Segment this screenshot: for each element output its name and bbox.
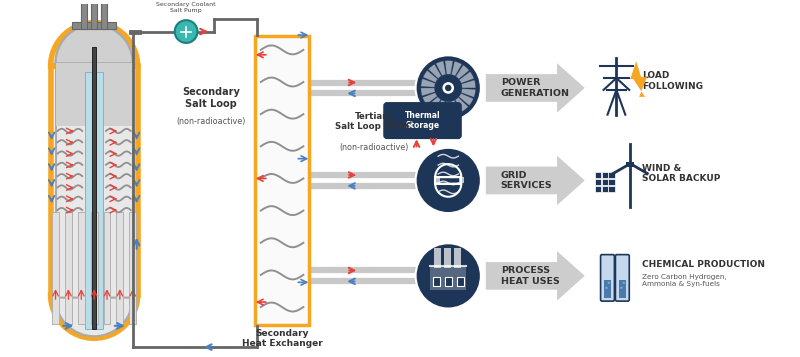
Bar [602, 172, 608, 178]
Circle shape [416, 148, 481, 213]
Polygon shape [486, 251, 585, 301]
Text: (non-radioactive): (non-radioactive) [339, 143, 409, 152]
Bar [91, 0, 97, 29]
Bar [65, 212, 72, 324]
Text: WIND &
SOLAR BACKUP: WIND & SOLAR BACKUP [642, 164, 721, 183]
Wedge shape [50, 22, 138, 66]
Bar [594, 179, 601, 185]
Wedge shape [421, 88, 435, 96]
FancyBboxPatch shape [384, 103, 461, 139]
Bar [609, 172, 614, 178]
Bar [445, 277, 452, 286]
Text: POWER
GENERATION: POWER GENERATION [501, 78, 570, 98]
Circle shape [622, 282, 625, 284]
Circle shape [442, 81, 454, 95]
Bar [626, 162, 634, 167]
Wedge shape [434, 100, 445, 115]
Text: Thermal
Storage: Thermal Storage [405, 111, 440, 130]
Bar [72, 22, 116, 29]
Wedge shape [443, 101, 451, 115]
Bar [430, 266, 466, 290]
Bar [90, 212, 98, 324]
Wedge shape [423, 70, 438, 82]
Polygon shape [630, 61, 647, 97]
Bar [116, 212, 123, 324]
Wedge shape [456, 65, 470, 79]
Bar [130, 212, 136, 324]
Text: Tertiary
Salt Loop 585°C: Tertiary Salt Loop 585°C [335, 112, 413, 131]
Wedge shape [451, 61, 462, 76]
Bar [82, 0, 87, 29]
Bar [609, 186, 614, 192]
Bar [594, 186, 601, 192]
Wedge shape [450, 100, 461, 115]
Bar [102, 0, 106, 29]
Bar [594, 172, 601, 178]
Wedge shape [427, 97, 441, 111]
Bar [444, 248, 451, 268]
Bar [103, 212, 110, 324]
Wedge shape [428, 64, 442, 79]
Bar [55, 63, 133, 298]
Wedge shape [455, 97, 468, 112]
Circle shape [445, 85, 451, 91]
Wedge shape [55, 298, 133, 336]
Text: Secondary Coolant
Salt Pump: Secondary Coolant Salt Pump [156, 2, 216, 13]
Bar [434, 248, 442, 268]
Bar [618, 280, 626, 298]
Bar [602, 179, 608, 185]
Wedge shape [459, 71, 474, 83]
Text: Secondary
Heat Exchanger: Secondary Heat Exchanger [242, 328, 322, 348]
Bar [433, 277, 440, 286]
Bar [52, 212, 59, 324]
Bar [96, 72, 103, 329]
FancyBboxPatch shape [601, 255, 614, 301]
Wedge shape [55, 25, 133, 63]
Wedge shape [461, 89, 476, 97]
Text: GRID
SERVICES: GRID SERVICES [501, 171, 552, 190]
Bar [435, 177, 462, 184]
FancyBboxPatch shape [615, 255, 630, 301]
Text: LOAD
FOLLOWING: LOAD FOLLOWING [642, 71, 703, 91]
Wedge shape [458, 93, 474, 106]
Bar [92, 47, 96, 329]
Bar [604, 280, 611, 298]
Bar [435, 177, 440, 183]
Polygon shape [486, 63, 585, 113]
Circle shape [620, 287, 622, 289]
Wedge shape [436, 61, 446, 76]
Bar [78, 212, 85, 324]
Bar [255, 36, 310, 325]
Circle shape [174, 20, 198, 43]
Circle shape [416, 243, 481, 308]
Text: (non-radioactive): (non-radioactive) [176, 117, 246, 126]
Wedge shape [55, 25, 133, 63]
Text: CHEMICAL PRODUCTION: CHEMICAL PRODUCTION [642, 260, 765, 268]
Wedge shape [462, 80, 476, 88]
Text: Zero Carbon Hydrogen,
Ammonia & Syn-fuels: Zero Carbon Hydrogen, Ammonia & Syn-fuel… [642, 274, 726, 287]
Wedge shape [445, 61, 453, 75]
Bar [50, 66, 138, 295]
Bar [55, 63, 133, 126]
Circle shape [606, 287, 608, 289]
Bar [459, 177, 464, 183]
Bar [609, 179, 614, 185]
Circle shape [416, 55, 481, 121]
Text: Secondary
Salt Loop: Secondary Salt Loop [182, 87, 240, 109]
Text: PROCESS
HEAT USES: PROCESS HEAT USES [501, 266, 559, 286]
Wedge shape [50, 295, 138, 338]
Bar [454, 248, 461, 268]
Wedge shape [421, 79, 435, 87]
Bar [457, 277, 463, 286]
Wedge shape [422, 92, 438, 105]
Circle shape [608, 282, 610, 284]
Bar [85, 72, 93, 329]
Polygon shape [486, 156, 585, 205]
Bar [602, 186, 608, 192]
